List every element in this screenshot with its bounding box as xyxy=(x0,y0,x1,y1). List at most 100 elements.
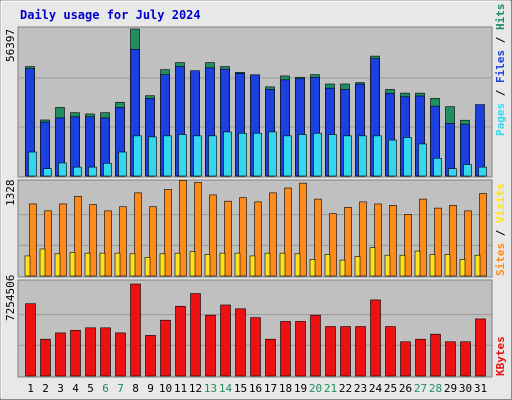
sites-bar-day-1 xyxy=(24,255,31,277)
sites-bar-day-30 xyxy=(459,259,466,277)
day-label: 19 xyxy=(294,382,307,395)
pages-bar-day-5 xyxy=(88,166,97,177)
kbytes-bar-day-21 xyxy=(325,326,336,377)
pages-bar-day-9 xyxy=(148,136,157,177)
pages-bar-day-18 xyxy=(283,135,292,177)
sites-bar-day-4 xyxy=(69,252,76,277)
files-bar-day-2 xyxy=(40,121,50,177)
sites-bar-day-17 xyxy=(264,252,271,277)
kbytes-bar-day-23 xyxy=(355,326,366,377)
sites-bar-day-5 xyxy=(84,252,91,277)
day-label: 31 xyxy=(474,382,487,395)
ymax-label-hits: 56397 xyxy=(4,29,17,62)
pages-bar-day-3 xyxy=(58,162,67,177)
day-label: 20 xyxy=(309,382,322,395)
pages-bar-day-20 xyxy=(313,132,322,177)
pages-bar-day-23 xyxy=(358,135,367,177)
day-label: 14 xyxy=(219,382,233,395)
legend-files: Files xyxy=(494,50,507,83)
kbytes-bar-day-12 xyxy=(190,293,201,377)
day-label: 6 xyxy=(102,382,109,395)
visits-bar-day-20 xyxy=(314,198,322,277)
sites-bar-day-3 xyxy=(54,253,61,277)
pages-bar-day-19 xyxy=(298,134,307,177)
pages-bar-day-31 xyxy=(478,166,487,177)
visits-bar-day-14 xyxy=(224,200,232,277)
kbytes-bar-day-14 xyxy=(220,304,231,377)
kbytes-bar-day-9 xyxy=(145,335,156,377)
visits-bar-day-29 xyxy=(449,205,457,277)
day-label: 3 xyxy=(57,382,64,395)
sites-bar-day-2 xyxy=(39,248,46,277)
kbytes-bar-day-4 xyxy=(70,330,81,377)
sites-bar-day-21 xyxy=(324,254,331,277)
day-label: 27 xyxy=(414,382,427,395)
legend-visits: Visits xyxy=(494,183,507,223)
kbytes-bar-day-5 xyxy=(85,327,96,377)
legend-sep-2: / xyxy=(494,30,507,43)
day-label: 29 xyxy=(444,382,457,395)
visits-bar-day-1 xyxy=(29,203,37,277)
sites-bar-day-20 xyxy=(309,259,316,277)
sites-bar-day-25 xyxy=(384,254,391,277)
legend-sites: Sites xyxy=(494,243,507,276)
visits-bar-day-13 xyxy=(209,194,217,277)
pages-bar-day-25 xyxy=(388,139,397,177)
pages-bar-day-21 xyxy=(328,134,337,177)
pages-bar-day-2 xyxy=(43,168,52,177)
day-label: 24 xyxy=(369,382,383,395)
kbytes-bar-day-30 xyxy=(460,341,471,377)
visits-bar-day-11 xyxy=(179,180,187,277)
pages-bar-day-30 xyxy=(463,164,472,177)
sites-bar-day-10 xyxy=(159,253,166,277)
sites-bar-day-15 xyxy=(234,252,241,277)
kbytes-bar-day-11 xyxy=(175,305,186,377)
sites-bar-day-27 xyxy=(414,250,421,277)
legend-kbytes-panel: KBytes xyxy=(494,336,507,376)
kbytes-bar-day-27 xyxy=(415,338,426,377)
legend-kbytes: KBytes xyxy=(494,336,507,376)
visits-sites-bars xyxy=(24,180,487,277)
visits-bar-day-7 xyxy=(119,206,127,277)
kbytes-bar-day-24 xyxy=(370,299,381,377)
visits-bar-day-5 xyxy=(89,204,97,277)
visits-bar-day-30 xyxy=(464,210,472,277)
pages-bar-day-24 xyxy=(373,135,382,177)
pages-bar-day-26 xyxy=(403,137,412,177)
kbytes-bar-day-31 xyxy=(475,318,486,377)
day-label: 25 xyxy=(384,382,397,395)
day-label: 26 xyxy=(399,382,412,395)
legend-pages: Pages xyxy=(494,103,507,136)
day-label: 12 xyxy=(189,382,202,395)
legend-visits-panel: Sites / Visits xyxy=(494,183,507,276)
pages-bar-day-8 xyxy=(133,135,142,177)
legend-hits: Hits xyxy=(494,4,507,31)
files-bar-day-29 xyxy=(445,123,455,177)
sites-bar-day-23 xyxy=(354,256,361,277)
sites-bar-day-13 xyxy=(204,254,211,277)
kbytes-bar-day-7 xyxy=(115,332,126,377)
kbytes-bar-day-26 xyxy=(400,341,411,377)
visits-bar-day-8 xyxy=(134,192,142,277)
sites-bar-day-18 xyxy=(279,252,286,277)
sites-bar-day-14 xyxy=(219,252,226,277)
visits-bar-day-26 xyxy=(404,214,412,277)
sites-bar-day-12 xyxy=(189,251,196,277)
day-label: 10 xyxy=(159,382,172,395)
pages-bar-day-11 xyxy=(178,134,187,177)
sites-bar-day-16 xyxy=(249,255,256,277)
day-label: 17 xyxy=(264,382,277,395)
sites-bar-day-29 xyxy=(444,254,451,277)
visits-bar-day-3 xyxy=(59,203,67,277)
day-label: 28 xyxy=(429,382,442,395)
kbytes-bars xyxy=(25,283,486,377)
pages-bar-day-6 xyxy=(103,162,112,177)
visits-bar-day-17 xyxy=(269,192,277,277)
day-label: 9 xyxy=(147,382,154,395)
visits-bar-day-16 xyxy=(254,201,262,277)
ymax-label-kbytes: 7254506 xyxy=(4,275,17,321)
visits-bar-day-4 xyxy=(74,196,82,277)
pages-bar-day-22 xyxy=(343,135,352,177)
sites-bar-day-28 xyxy=(429,254,436,277)
kbytes-bar-day-17 xyxy=(265,338,276,377)
